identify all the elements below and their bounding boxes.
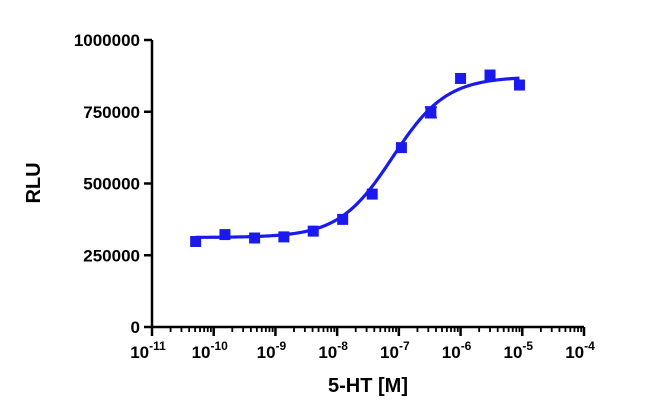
data-point [484,69,496,81]
data-point [337,213,349,225]
data-point [425,106,437,118]
data-point [249,232,261,244]
x-tick-label: 10-4 [565,339,595,362]
data-point [190,235,202,247]
x-tick-label: 10-11 [130,339,166,362]
data-point [307,225,319,237]
axis-ticks: 0 250000 500000 750000 1000000 10-11 10-10 10-9… [74,31,595,362]
data-point [219,229,231,241]
y-tick-label: 500000 [83,175,140,194]
y-tick-label: 0 [131,318,140,337]
fit-curve-layer [195,76,520,239]
y-tick-label: 1000000 [74,31,140,50]
y-axis-title: RLU [23,162,45,203]
x-axis-title: 5-HT [M] [328,375,408,397]
x-tick-label: 10-10 [192,339,229,362]
x-tick-label: 10-9 [257,339,287,362]
data-points-layer [190,69,525,247]
x-tick-label: 10-7 [380,339,410,362]
x-tick-label: 10-5 [503,339,533,362]
data-point [395,142,407,154]
data-point [455,72,467,84]
data-point [278,231,290,243]
fit-curve [195,76,520,239]
y-tick-label: 750000 [83,103,140,122]
x-tick-label: 10-6 [442,339,472,362]
data-point [366,188,378,200]
x-tick-label: 10-8 [318,339,348,362]
data-point [513,79,525,91]
y-tick-label: 250000 [83,246,140,265]
